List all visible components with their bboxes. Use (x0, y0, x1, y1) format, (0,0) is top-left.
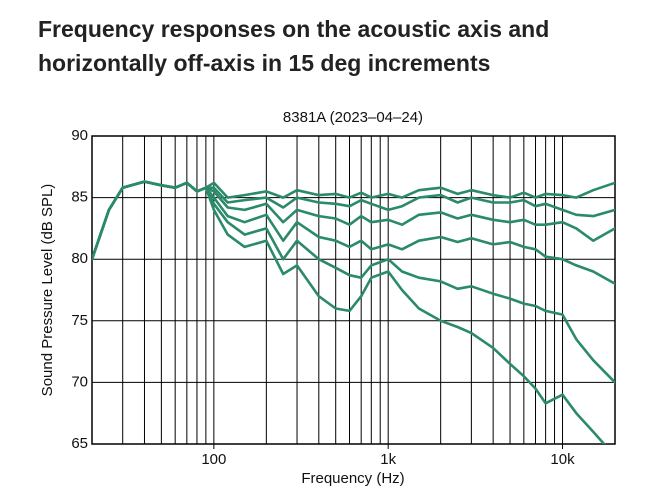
chart-title: Frequency responses on the acoustic axis… (38, 16, 550, 76)
x-tick-label: 10k (550, 451, 575, 468)
plot-frame (91, 135, 616, 445)
x-axis-label: Frequency (Hz) (301, 470, 404, 487)
x-tick-label: 100 (201, 451, 226, 468)
y-tick-label: 90 (71, 127, 88, 144)
y-tick-label: 80 (71, 250, 88, 267)
y-tick-label: 75 (71, 312, 88, 329)
y-axis-label: Sound Pressure Level (dB SPL) (39, 184, 56, 397)
series-line (92, 180, 615, 261)
chart-subtitle: 8381A (2023–04–24) (283, 109, 423, 126)
x-tick-label: 1k (380, 451, 396, 468)
y-tick-label: 70 (71, 373, 88, 390)
series-line (92, 180, 606, 444)
series-line (92, 180, 615, 384)
plot-area (92, 180, 615, 444)
y-tick-label: 85 (71, 189, 88, 206)
y-tick-label: 65 (71, 435, 88, 452)
